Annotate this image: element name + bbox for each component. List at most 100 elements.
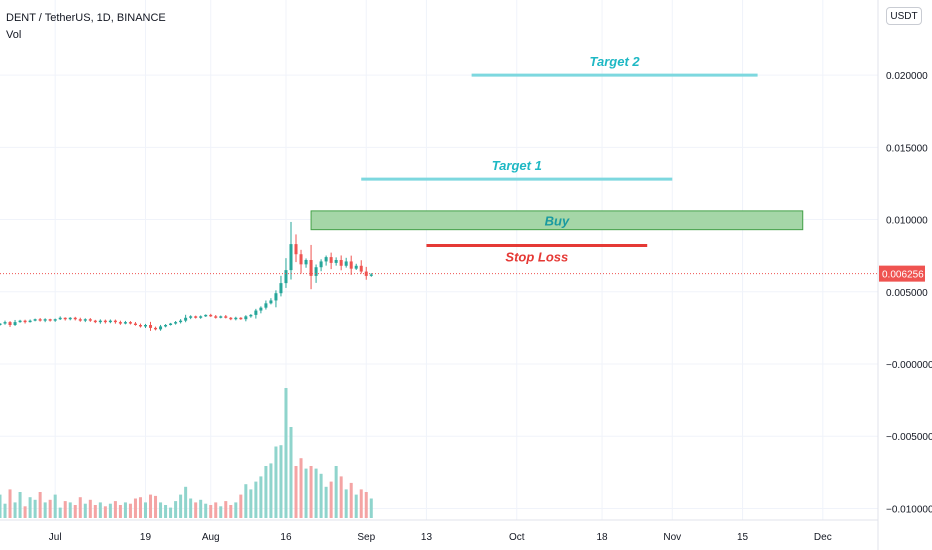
candle-body [289,244,293,271]
candle-body [174,322,178,324]
volume-bar [329,481,333,518]
candle-body [118,322,122,324]
target-1-label: Target 1 [492,158,542,173]
candle-body [73,317,77,320]
candlesticks [0,221,373,331]
volume-bar [204,503,208,518]
volume-bar [88,499,92,518]
candle-body [219,316,223,318]
volume-bar [98,502,102,518]
volume-bar [199,499,203,518]
candle-body [324,257,328,262]
volume-bar [209,505,213,518]
trade-drawings[interactable]: Target 2 Target 1 Stop Loss Buy [0,54,878,275]
volume-bar [149,494,153,518]
volume-bar [344,489,348,518]
volume-bar [53,494,57,518]
time-tick-label: 15 [737,532,749,543]
volume-bar [164,505,168,518]
candle-body [128,322,132,324]
candle-body [93,320,97,323]
volume-bar [133,498,137,518]
volume-bar [254,481,258,518]
candle-body [274,293,278,301]
volume-bar [18,492,22,518]
volume-bar [13,502,17,518]
candle-body [123,322,127,324]
candle-body [33,319,37,321]
time-axis[interactable]: Jul 19 Aug 16 Sep 13 Oct 18 Nov 15 Dec [0,519,878,543]
volume-bar [108,503,112,518]
volume-bar [189,498,193,518]
candle-body [13,322,17,325]
candle-body [269,300,273,304]
volume-bar [314,468,318,518]
candle-body [334,260,338,263]
candle-body [48,319,52,321]
volume-bar [324,486,328,518]
volume-bar [224,501,228,518]
candle-body [294,244,298,255]
price-tick-label: 0.015000 [886,143,928,154]
time-tick-label: 13 [421,532,433,543]
symbol-title[interactable]: DENT / TetherUS, 1D, BINANCE [6,12,166,24]
candle-body [244,316,248,320]
volume-bar [364,492,368,518]
candle-body [279,283,283,294]
candle-body [78,319,82,321]
volume-bar [229,505,233,518]
candle-body [143,325,148,327]
volume-bar [38,492,42,518]
time-tick-label: 16 [280,532,292,543]
time-tick-label: Oct [509,532,525,543]
volume-bar [0,494,2,518]
currency-button[interactable]: USDT [886,7,922,25]
volume-bar [299,458,303,518]
time-tick-label: Dec [814,532,832,543]
chart-legend: DENT / TetherUS, 1D, BINANCE Vol [6,10,166,44]
candle-body [214,316,218,318]
volume-bar [58,507,62,518]
volume-bar [118,505,122,518]
candle-body [108,320,112,323]
price-axis[interactable]: 0.020000 0.015000 0.010000 0.005000 −0.00000… [877,0,932,550]
volume-indicator-label[interactable]: Vol [6,29,22,41]
candle-body [23,320,27,323]
candle-body [28,320,32,323]
volume-bar [264,466,268,518]
volume-bar [33,499,37,518]
candle-body [159,326,163,330]
volume-bar [309,466,313,518]
volume-bar [123,502,127,518]
candle-body [154,327,158,330]
target-2-label: Target 2 [590,54,641,69]
volume-bar [289,427,293,518]
volume-bar [259,476,263,518]
candle-body [133,323,137,325]
candle-body [184,317,188,321]
time-tick-label: Jul [49,532,62,543]
last-price-label: 0.006256 [882,270,924,281]
candle-body [354,265,358,269]
price-tick-label: 0.010000 [886,216,928,227]
volume-bar [23,506,27,518]
candle-body [349,261,353,269]
volume-bar [138,497,142,518]
volume-bar [169,507,173,518]
candle-body [0,323,2,325]
volume-bar [304,468,308,518]
candle-body [234,317,238,320]
volume-bar [3,503,7,518]
stop-loss-label: Stop Loss [505,250,568,265]
time-tick-label: 19 [140,532,152,543]
volume-bar [244,484,248,518]
candle-body [18,320,22,323]
chart-grid [0,0,878,520]
volume-bar [214,502,218,518]
volume-bar [128,503,132,518]
volume-bar [174,501,178,518]
volume-bar [284,388,288,518]
volume-bar [194,502,198,518]
volume-bar [113,501,117,518]
